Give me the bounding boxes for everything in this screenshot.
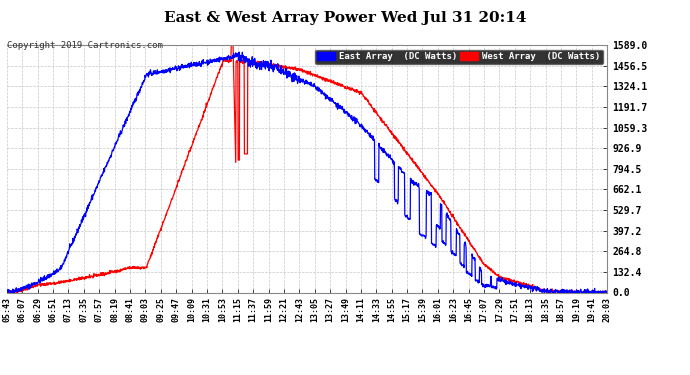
Legend: East Array  (DC Watts), West Array  (DC Watts): East Array (DC Watts), West Array (DC Wa… [315,50,602,64]
Text: Copyright 2019 Cartronics.com: Copyright 2019 Cartronics.com [7,41,163,50]
Text: East & West Array Power Wed Jul 31 20:14: East & West Array Power Wed Jul 31 20:14 [164,11,526,25]
